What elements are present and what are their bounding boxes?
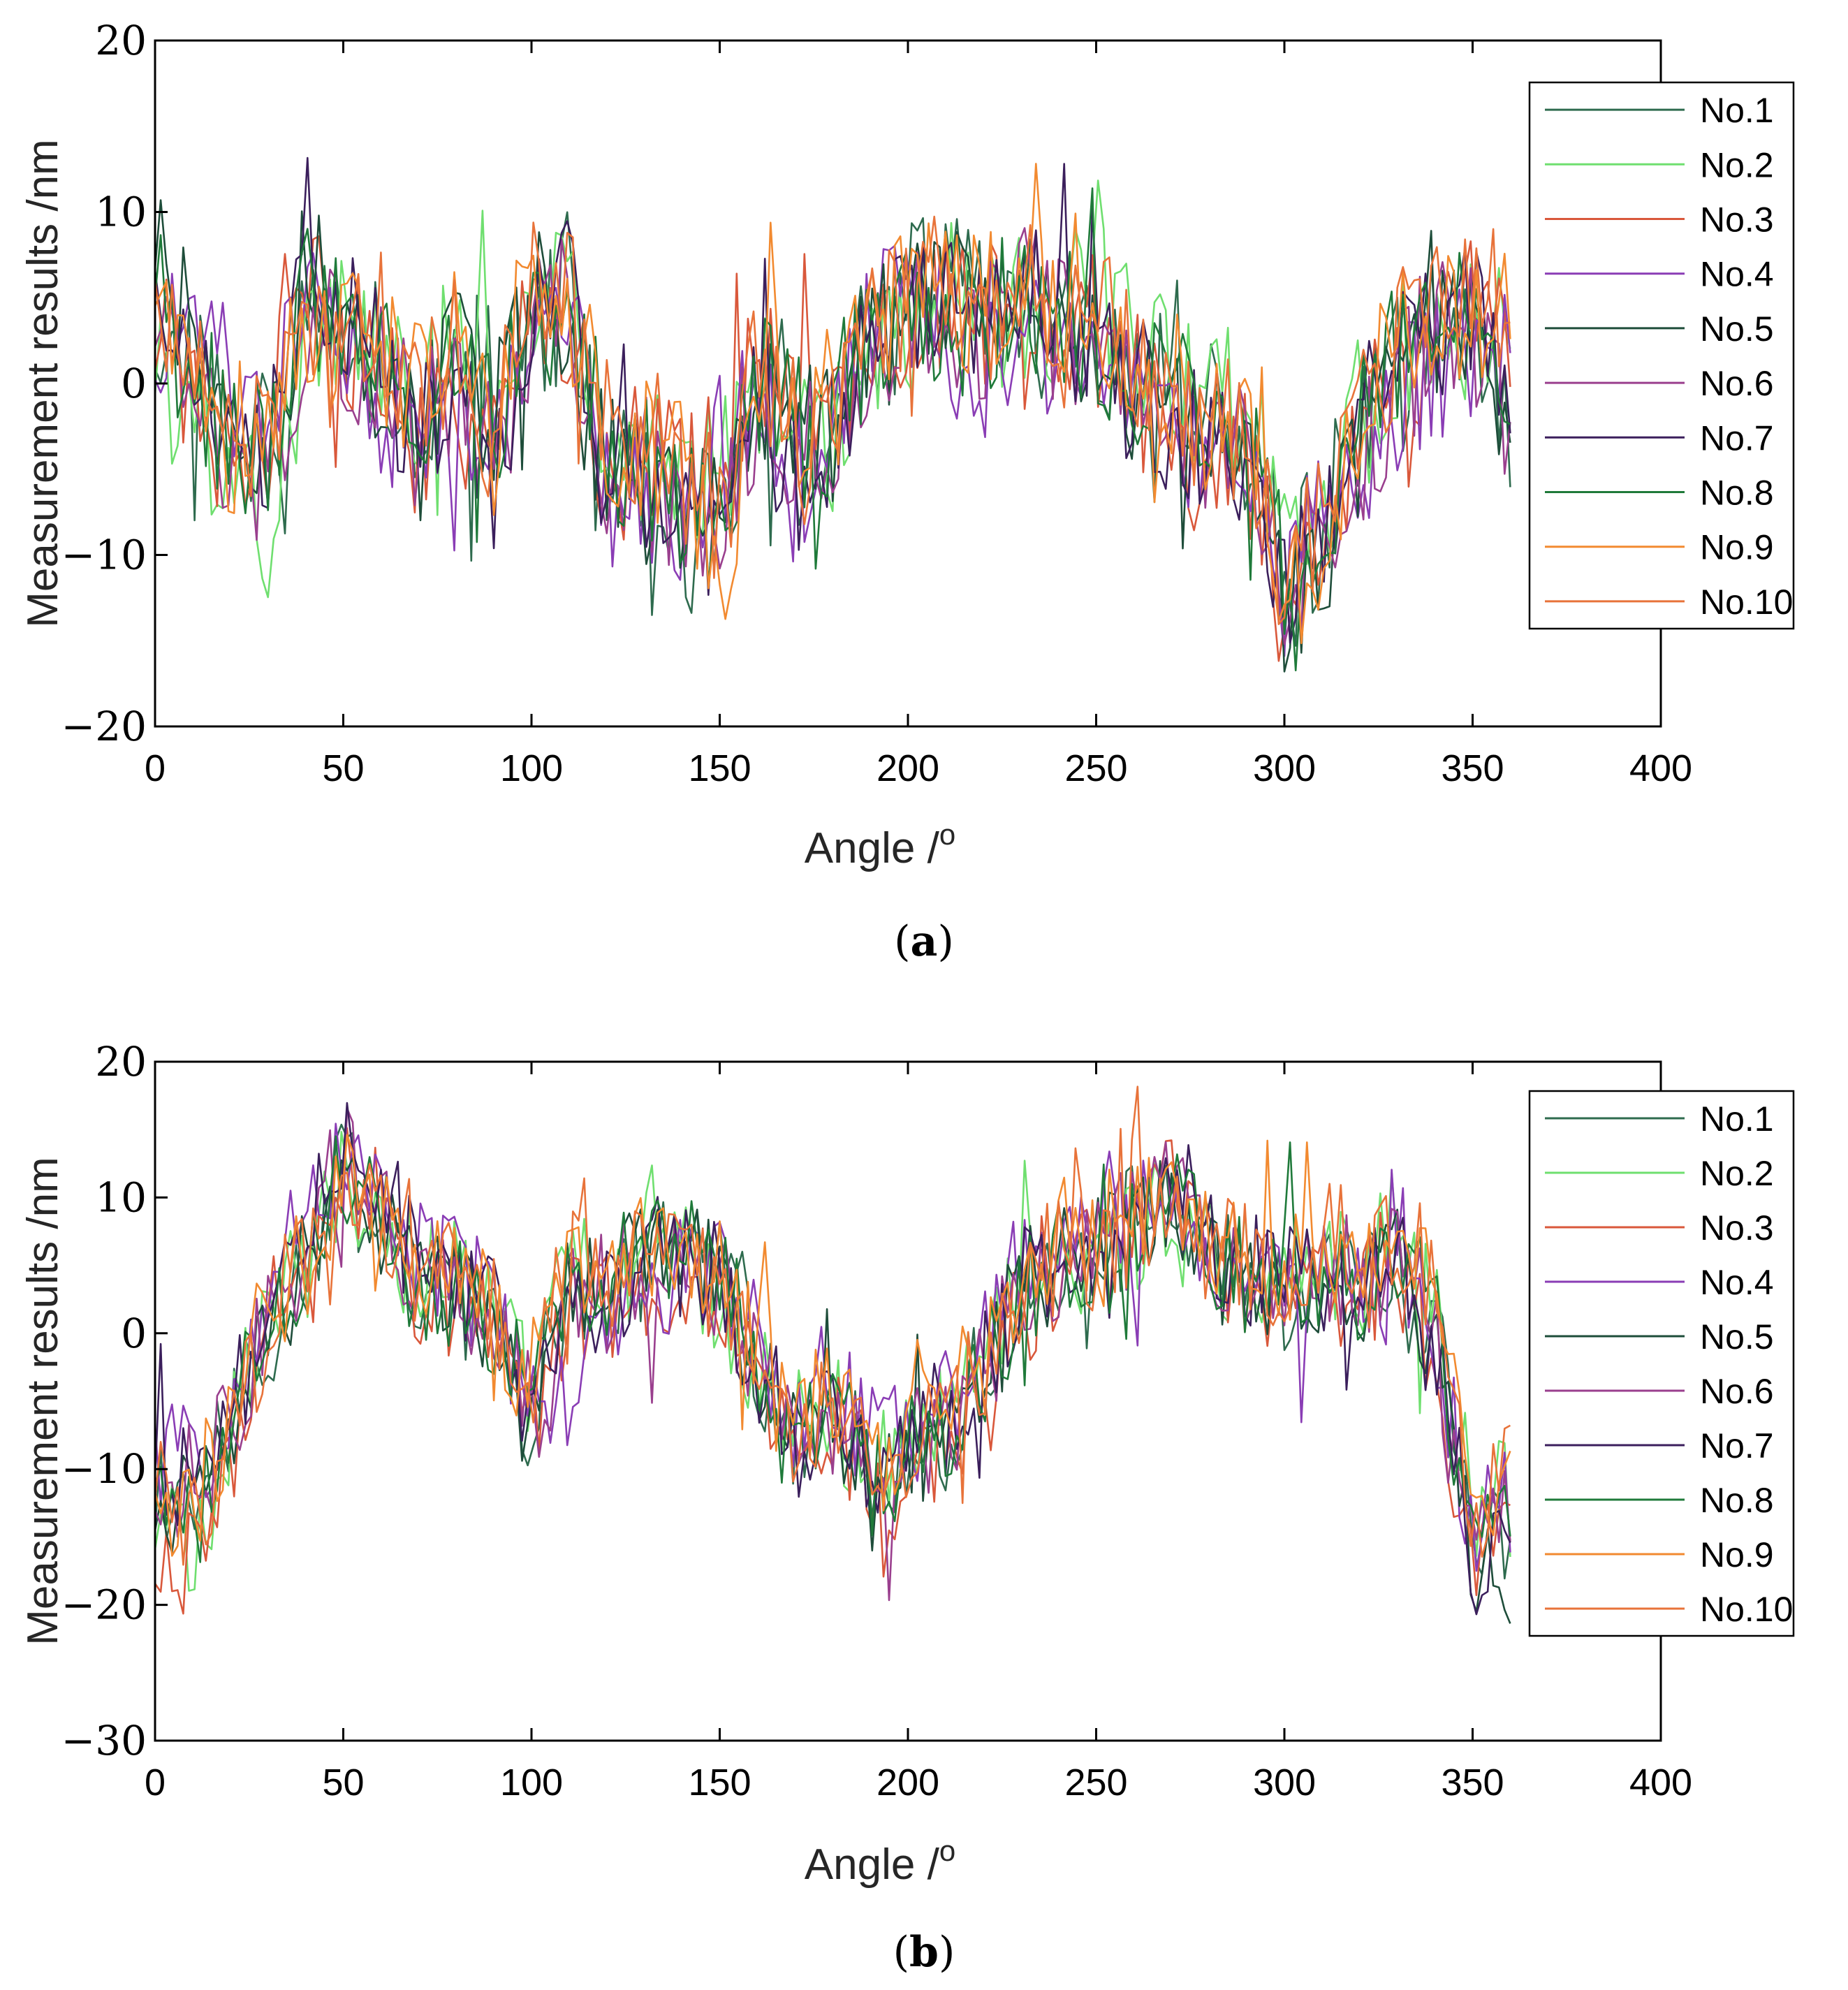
x-tick-label: 350 [1441,1762,1504,1804]
chart-a-series-layer [154,156,1511,673]
chart-b-legend: No.1 No.2 No.3 No.4 No.5 No.6 No.7 No.8 No.9 No.1… [1528,1090,1795,1637]
series-line-no5 [154,199,1511,673]
legend-label: No.8 [1700,474,1774,513]
x-tick-label: 50 [322,747,364,789]
x-tick-label: 250 [1064,747,1127,789]
y-tick-label: −10 [61,532,147,579]
caption-a-close: ) [937,917,953,966]
legend-label: No.5 [1700,309,1774,349]
chart-b-y-axis-label: Measurement results /nm [19,1157,67,1645]
legend-label: No.10 [1700,583,1793,622]
legend-label: No.5 [1700,1317,1774,1356]
x-tick-label: 100 [500,1762,563,1804]
x-tick-label: 150 [688,1762,751,1804]
series-line-no10 [154,1085,1511,1566]
x-tick-label: 100 [500,747,563,789]
series-line-no6 [154,227,1511,645]
y-tick-label: 0 [121,360,147,407]
y-tick-label: −30 [61,1717,147,1764]
legend-label: No.4 [1700,1263,1774,1302]
chart-a-y-axis-label: Measurement results /nm [19,139,67,627]
legend-label: No.7 [1700,1426,1774,1465]
series-line-no8 [154,1135,1511,1563]
x-tick-label: 250 [1064,1762,1127,1804]
y-tick-label: 10 [95,1173,147,1221]
x-tick-label: 50 [322,1762,364,1804]
chart-a-x-axis-label: Angle /o [805,818,955,872]
x-tick-label: 0 [145,1762,166,1804]
legend-label: No.2 [1700,1154,1774,1193]
y-tick-label: −20 [61,1581,147,1629]
chart-a-x-axis-label-main: Angle / [805,824,940,872]
chart-b-x-axis-label: Angle /o [805,1834,955,1889]
series-line-no9 [154,1134,1511,1557]
x-tick-label: 200 [877,747,939,789]
caption-a-letter: a [911,917,938,966]
chart-a-tick-labels: 0 50 100 150 200 250 300 350 400 −20 −10 0 10 20 [61,17,1692,789]
legend-label: No.3 [1700,200,1774,240]
x-tick-label: 150 [688,747,751,789]
x-tick-label: 0 [145,747,166,789]
legend-label: No.10 [1700,1590,1793,1629]
caption-b-close: ) [939,1928,955,1977]
legend-label: No.6 [1700,364,1774,403]
chart-b-x-axis-label-main: Angle / [805,1841,940,1889]
legend-label: No.7 [1700,418,1774,458]
x-tick-label: 350 [1441,747,1504,789]
y-tick-label: 0 [121,1310,147,1357]
chart-a: 0 50 100 150 200 250 300 350 400 −20 −10 0 10 20 Meas… [19,17,1795,872]
legend-box [1528,81,1795,630]
caption-b-letter: b [909,1928,939,1977]
chart-b-series-layer [154,1085,1511,1624]
series-line-no9 [154,163,1511,645]
legend-label: No.3 [1700,1208,1774,1248]
legend-label: No.6 [1700,1372,1774,1411]
legend-label: No.9 [1700,1535,1774,1574]
chart-b-tick-labels: 0 50 100 150 200 250 300 350 400 −30 −20 −10 0 10 20 [61,1038,1692,1804]
series-line-no2 [154,180,1511,599]
y-tick-label: 20 [95,17,147,64]
x-tick-label: 400 [1629,747,1692,789]
x-tick-label: 300 [1253,1762,1316,1804]
series-line-no7 [154,1102,1511,1616]
caption-a: (a) [894,917,954,966]
legend-label: No.1 [1700,1099,1774,1139]
caption-a-open: ( [894,917,910,966]
series-line-no10 [154,215,1511,626]
legend-label: No.4 [1700,255,1774,294]
y-tick-label: 20 [95,1038,147,1085]
y-tick-label: −10 [61,1445,147,1493]
legend-label: No.8 [1700,1481,1774,1520]
legend-label: No.2 [1700,145,1774,184]
chart-a-legend: No.1 No.2 No.3 No.4 No.5 No.6 No.7 No.8 No.9 No.1… [1528,81,1795,630]
y-tick-label: −20 [61,703,147,750]
caption-b: (b) [893,1928,955,1977]
caption-b-open: ( [893,1928,909,1977]
chart-b-x-axis-label-degree: o [939,1834,955,1867]
x-tick-label: 300 [1253,747,1316,789]
series-line-no5 [154,1157,1511,1624]
x-tick-label: 400 [1629,1762,1692,1804]
y-tick-label: 10 [95,189,147,236]
chart-a-x-axis-label-degree: o [939,818,955,851]
chart-b: 0 50 100 150 200 250 300 350 400 −30 −20 −10 0 10 20 M… [19,1038,1795,1889]
legend-box [1528,1090,1795,1637]
legend-label: No.1 [1700,91,1774,130]
legend-label: No.9 [1700,528,1774,567]
x-tick-label: 200 [877,1762,939,1804]
